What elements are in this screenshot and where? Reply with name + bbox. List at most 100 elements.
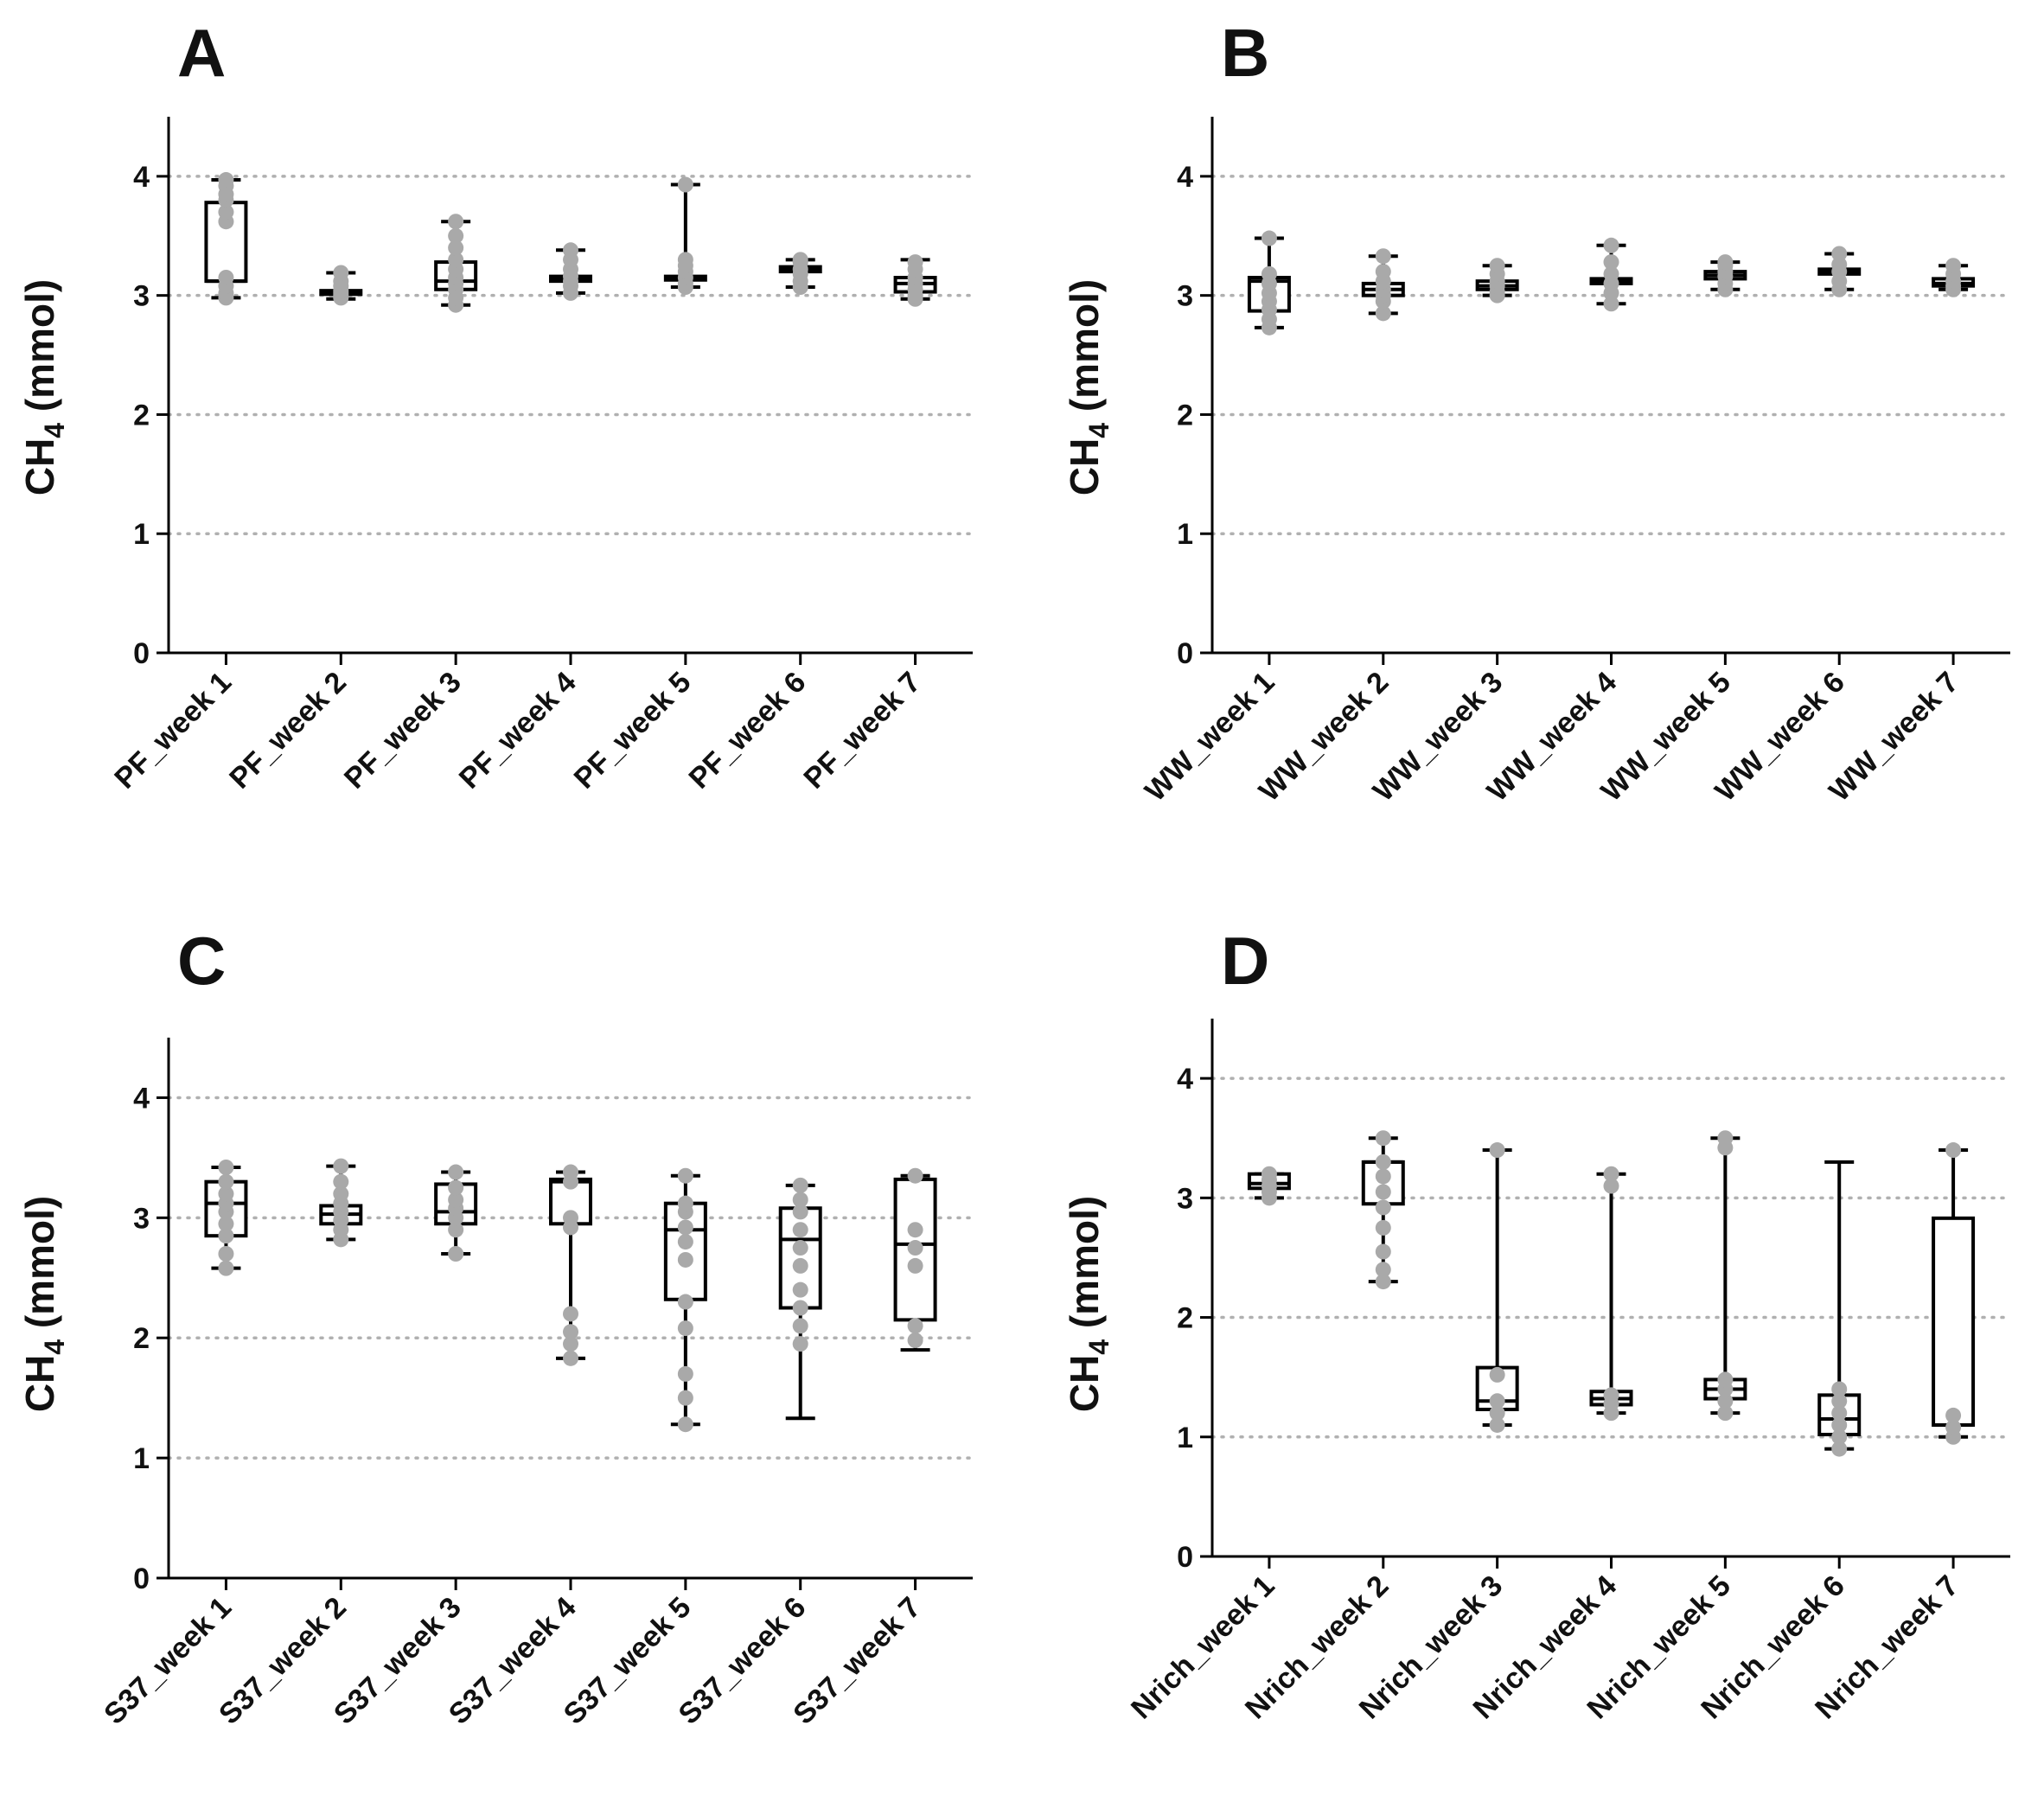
data-point [1831,1381,1848,1397]
data-point [907,1332,923,1348]
box-group [893,254,937,307]
data-point [677,1251,693,1268]
data-point [792,252,808,268]
data-point [1831,1416,1848,1433]
box-group [1817,1160,1862,1457]
y-tick-label: 4 [1177,1063,1193,1096]
data-point [1375,1274,1391,1290]
data-point [1375,1219,1391,1236]
data-point [218,172,234,189]
y-tick-label: 1 [1177,1422,1193,1454]
data-point [677,1416,693,1433]
panel-letter-A: A [177,15,226,91]
y-tick-label: 2 [1177,399,1193,431]
box-group [434,214,478,313]
y-tick-label: 4 [1177,161,1193,194]
data-point [563,1350,578,1366]
y-tick-label: 1 [133,518,150,551]
data-point [1831,256,1848,272]
y-tick-label: 3 [1177,1182,1193,1215]
data-point [1489,1393,1505,1409]
y-tick-label: 0 [133,637,150,670]
panel-letter-B: B [1221,15,1269,91]
data-point [333,1173,349,1190]
data-point [1603,1178,1619,1194]
data-point [218,1260,234,1276]
box-group [549,242,592,301]
data-point [907,1240,923,1256]
data-point [677,1167,693,1184]
data-point [677,176,693,193]
box-group [1475,1142,1519,1433]
data-point [1375,1154,1391,1170]
data-point [218,1160,234,1175]
panel-letter-C: C [177,923,226,999]
data-point [333,1186,349,1202]
data-point [792,1177,808,1193]
data-point [563,1324,578,1340]
data-point [448,1192,464,1208]
data-point [1489,1142,1505,1159]
data-point [907,1222,923,1238]
data-point [333,1158,349,1174]
y-axis-label-B: CH4 (mmol) [1062,279,1115,495]
data-point [218,1246,234,1262]
data-point [1375,248,1391,265]
data-point [907,1257,923,1274]
data-point [792,1318,808,1334]
data-point [677,252,693,268]
data-point [907,1167,923,1184]
data-point [563,1210,578,1226]
data-point [792,1300,808,1316]
data-point [792,1281,808,1298]
data-point [218,1228,234,1244]
data-point [448,214,464,230]
data-point [792,1336,808,1352]
data-point [218,1216,234,1232]
data-point [1261,265,1277,282]
data-point [792,1257,808,1274]
data-point [1375,1168,1391,1185]
data-point [1831,1441,1848,1457]
data-point [677,1365,693,1382]
data-point [677,1234,693,1250]
data-point [218,204,234,220]
data-point [1375,1130,1391,1147]
x-tick-label: PF_week 6 [683,666,813,796]
box-group [1247,230,1291,336]
data-point [448,240,464,256]
data-point [563,1336,578,1352]
data-point [1261,230,1277,246]
data-point [1375,1199,1391,1216]
box-group [1361,1130,1405,1290]
y-tick-label: 1 [1177,518,1193,551]
data-point [448,1164,464,1180]
y-axis-label-C: CH4 (mmol) [17,1196,70,1412]
x-tick-label: PF_week 2 [223,666,353,796]
box-group [663,1167,707,1433]
box-group [778,1177,822,1421]
data-point [677,1294,693,1310]
data-point [1603,237,1619,253]
y-tick-label: 0 [1177,1541,1193,1574]
data-point [1831,246,1848,262]
box-group [893,1167,937,1352]
box-group [1589,1166,1633,1422]
data-point [563,1306,578,1322]
data-point [1375,305,1391,322]
x-tick-label: PF_week 5 [568,666,698,796]
y-axis-label-D: CH4 (mmol) [1062,1196,1115,1412]
y-tick-label: 0 [133,1563,150,1595]
y-tick-label: 3 [1177,280,1193,313]
data-point [1831,1405,1848,1422]
box-group [778,252,822,296]
box-group [1475,258,1519,304]
y-tick-label: 4 [133,161,150,194]
data-point [563,242,578,259]
data-point [563,1164,578,1180]
y-tick-label: 3 [133,280,150,313]
data-point [907,254,923,271]
